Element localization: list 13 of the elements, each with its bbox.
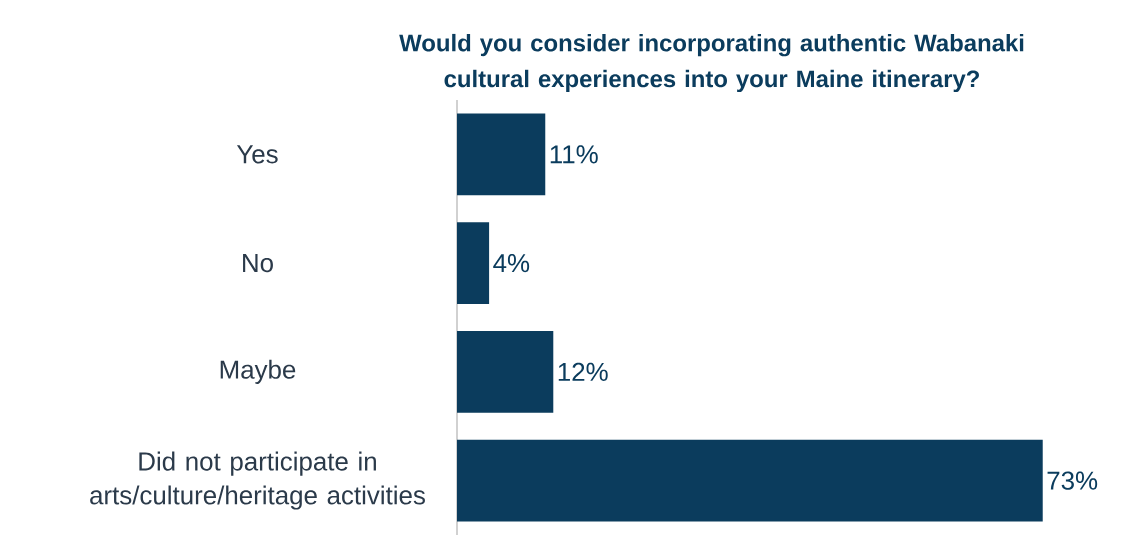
- bar: [457, 331, 554, 413]
- chart-title: Would you consider incorporating authentic Wabanaki cultural experiences into your Maine itinerary?: [399, 33, 1024, 93]
- y-tick-label: No: [243, 254, 273, 273]
- bar: [457, 439, 1043, 522]
- y-tick-label: Maybe: [220, 359, 296, 384]
- y-tick-label: Did not participate in arts/culture/heritage activities: [90, 451, 425, 510]
- data-label: 73%: [1047, 471, 1098, 490]
- data-label: 11%: [550, 145, 598, 164]
- y-tick-label: Yes: [236, 145, 278, 164]
- data-label: 12%: [558, 362, 608, 381]
- data-label: 4%: [493, 254, 530, 273]
- bar: [457, 113, 546, 196]
- bar: [457, 222, 490, 304]
